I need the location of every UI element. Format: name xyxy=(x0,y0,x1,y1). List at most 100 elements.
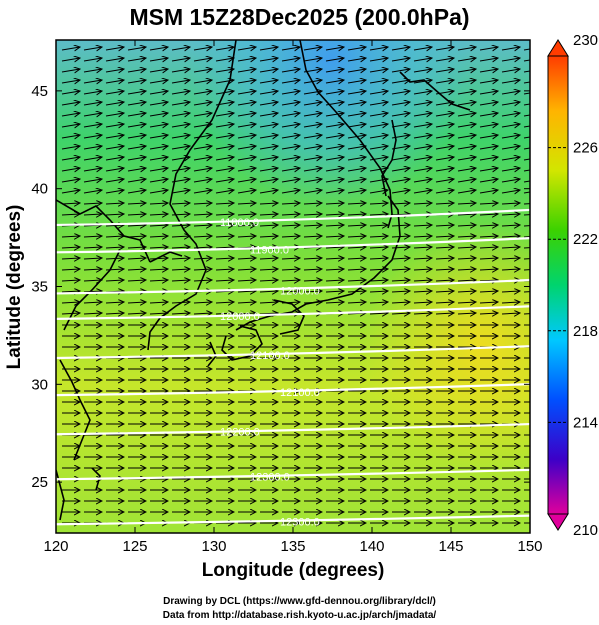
wind-arrow xyxy=(479,124,498,127)
wind-arrow xyxy=(413,258,432,259)
wind-arrow xyxy=(303,236,322,237)
wind-arrow xyxy=(303,225,322,226)
wind-arrow xyxy=(127,157,146,160)
wind-arrow xyxy=(369,269,388,270)
wind-arrow xyxy=(127,269,146,270)
wind-arrow xyxy=(435,225,454,226)
wind-arrow xyxy=(149,203,168,204)
wind-arrow xyxy=(369,91,388,94)
wind-arrow xyxy=(501,146,520,149)
wind-arrow xyxy=(523,103,530,106)
wind-arrow xyxy=(325,124,344,127)
wind-arrow xyxy=(281,157,300,160)
wind-arrow xyxy=(391,91,410,94)
contour-label: 12100.0 xyxy=(250,350,290,362)
wind-arrow xyxy=(501,80,520,83)
wind-arrow xyxy=(523,247,530,249)
wind-arrow xyxy=(413,190,432,193)
wind-arrow xyxy=(435,203,454,204)
wind-arrow xyxy=(171,124,190,127)
wind-arrow xyxy=(61,47,80,50)
wind-arrow xyxy=(391,157,410,160)
wind-arrow xyxy=(193,269,212,270)
wind-arrow xyxy=(237,203,256,204)
wind-arrow xyxy=(105,302,124,303)
wind-arrow xyxy=(325,80,344,83)
contour-label: 12000.0 xyxy=(220,311,260,323)
wind-arrow xyxy=(237,302,256,303)
y-tick-label: 35 xyxy=(31,279,48,296)
wind-arrow xyxy=(127,236,146,237)
wind-arrow xyxy=(193,247,212,248)
wind-arrow xyxy=(391,190,410,193)
wind-arrow xyxy=(127,47,146,50)
wind-arrow xyxy=(259,190,278,193)
wind-arrow xyxy=(237,291,256,292)
wind-arrow xyxy=(237,124,256,127)
wind-arrow xyxy=(435,69,454,72)
wind-arrow xyxy=(435,236,454,237)
wind-arrow xyxy=(457,69,476,72)
wind-arrow xyxy=(171,190,190,193)
wind-arrow xyxy=(171,313,190,314)
wind-arrow xyxy=(303,69,322,72)
wind-arrow xyxy=(501,124,520,127)
wind-arrow xyxy=(215,190,234,193)
wind-arrow xyxy=(83,280,102,281)
wind-arrow xyxy=(171,102,190,105)
wind-arrow xyxy=(325,47,344,50)
wind-arrow xyxy=(369,313,388,314)
wind-arrow xyxy=(193,135,212,138)
wind-arrow xyxy=(83,203,102,204)
wind-arrow xyxy=(237,113,256,116)
wind-arrow xyxy=(457,214,476,215)
wind-arrow xyxy=(413,113,432,116)
wind-arrow xyxy=(347,269,366,270)
wind-arrow xyxy=(369,225,388,226)
wind-arrow xyxy=(237,80,256,83)
wind-arrow xyxy=(479,302,498,303)
wind-arrow xyxy=(325,247,344,248)
wind-arrow xyxy=(501,47,520,50)
wind-arrow xyxy=(259,80,278,83)
wind-arrow xyxy=(61,113,80,116)
wind-arrow xyxy=(303,146,322,149)
wind-arrow xyxy=(193,113,212,116)
wind-arrow xyxy=(457,91,476,94)
wind-arrow xyxy=(149,146,168,149)
wind-arrow xyxy=(61,146,80,149)
wind-arrow xyxy=(83,313,102,314)
wind-arrow xyxy=(457,168,476,171)
wind-arrow xyxy=(303,124,322,127)
wind-arrow xyxy=(413,247,432,248)
wind-arrow xyxy=(149,258,168,259)
wind-arrow xyxy=(149,69,168,72)
wind-arrow xyxy=(105,102,124,105)
wind-arrow xyxy=(325,113,344,116)
wind-arrow xyxy=(281,47,300,50)
wind-arrow xyxy=(501,225,520,226)
contour-label: 11800.0 xyxy=(220,217,259,229)
wind-arrow xyxy=(347,113,366,116)
wind-arrow xyxy=(127,179,146,182)
wind-arrow xyxy=(303,168,322,171)
wind-arrow xyxy=(281,124,300,127)
wind-arrow xyxy=(391,179,410,182)
wind-arrow xyxy=(127,280,146,281)
wind-arrow xyxy=(369,102,388,105)
wind-arrow xyxy=(413,302,432,303)
wind-arrow xyxy=(369,124,388,127)
wind-arrow xyxy=(413,135,432,138)
wind-arrow xyxy=(259,58,278,61)
credit-drawing: Drawing by DCL (https://www.gfd-dennou.o… xyxy=(163,596,436,607)
wind-arrow xyxy=(281,102,300,105)
wind-arrow xyxy=(325,225,344,226)
wind-arrow xyxy=(303,214,322,215)
wind-arrow xyxy=(149,58,168,61)
wind-arrow xyxy=(259,113,278,116)
wind-arrow xyxy=(347,280,366,281)
wind-arrow xyxy=(61,313,80,314)
wind-arrow xyxy=(413,124,432,127)
wind-arrow xyxy=(215,214,234,215)
colorbar-tick-label: 214 xyxy=(573,414,598,431)
